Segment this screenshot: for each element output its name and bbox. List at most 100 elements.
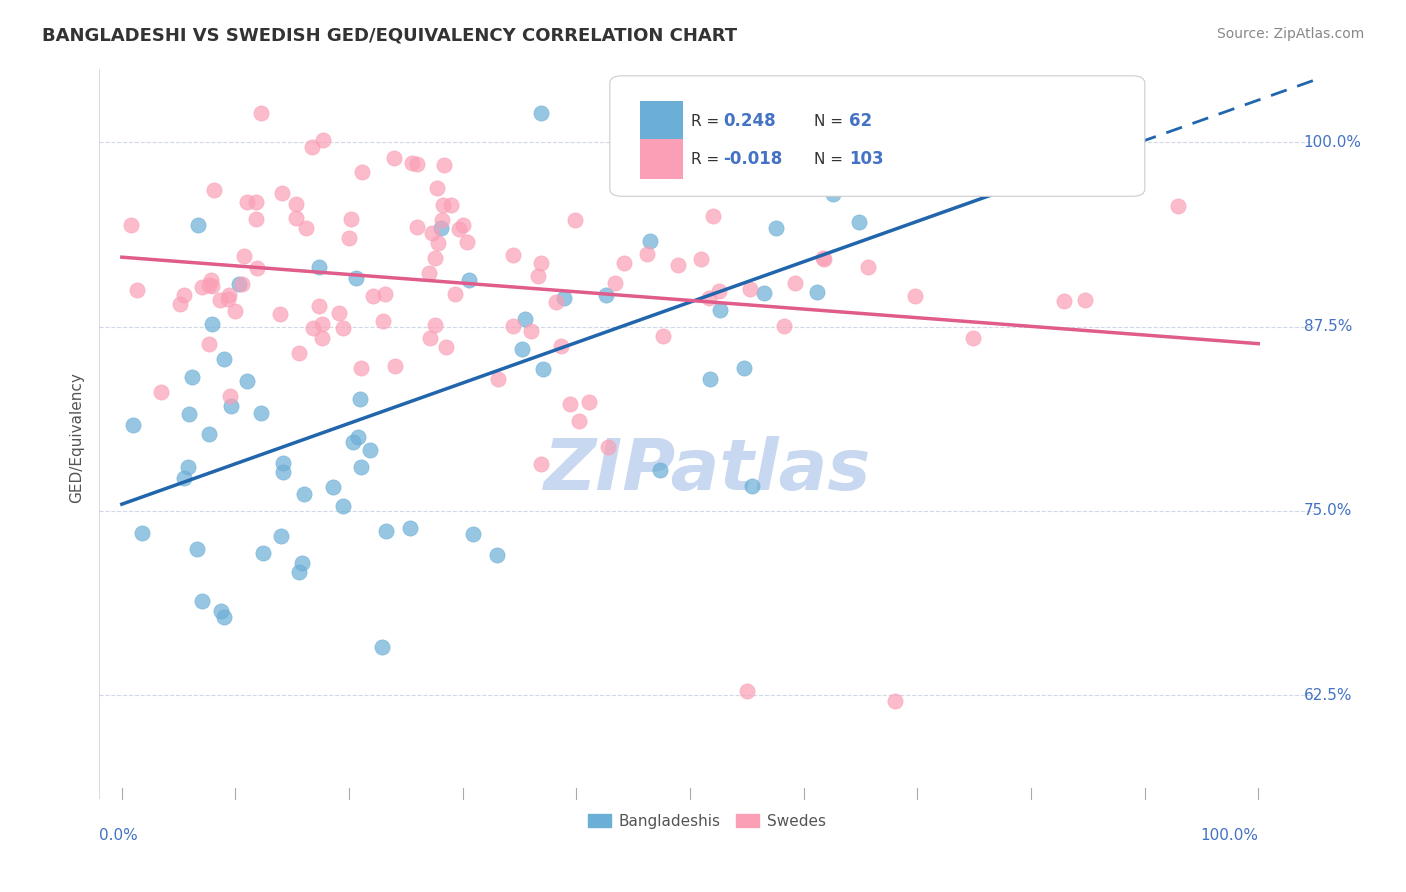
Point [418,266,440,280]
Point [271,465,294,479]
Point [359,443,381,458]
Point [398,521,420,535]
Point [173,471,195,485]
Point [568,414,591,428]
Point [292,487,315,501]
Point [752,285,775,300]
Point [374,287,396,301]
Point [638,234,661,248]
Point [224,304,246,318]
Point [131,525,153,540]
Point [252,546,274,560]
Point [201,317,224,331]
Point [530,105,553,120]
Point [384,359,406,374]
Text: R =: R = [692,113,720,128]
Point [127,283,149,297]
Point [564,212,586,227]
Text: 87.5%: 87.5% [1303,319,1353,334]
Point [228,277,250,291]
Point [844,176,866,190]
Point [486,371,509,385]
Point [451,218,474,232]
Point [794,166,817,180]
Point [502,248,524,262]
Point [197,426,219,441]
Point [212,351,235,366]
Point [697,291,720,305]
Point [457,273,479,287]
Point [312,133,335,147]
Text: R =: R = [692,152,720,167]
Point [271,186,294,201]
Point [699,372,721,386]
Point [308,299,330,313]
Point [423,318,446,333]
Text: -0.018: -0.018 [723,150,782,168]
Text: ZIPatlas: ZIPatlas [543,435,870,505]
Point [287,565,309,579]
Text: 62.5%: 62.5% [1303,688,1353,703]
FancyBboxPatch shape [640,139,683,179]
Point [198,336,221,351]
Point [856,260,879,274]
Point [419,331,441,345]
Point [651,329,673,343]
Point [461,527,484,541]
Point [217,292,239,306]
Point [302,320,325,334]
Point [197,277,219,292]
Point [1074,293,1097,308]
Point [246,261,269,276]
Point [785,277,807,291]
Point [735,684,758,698]
Point [250,105,273,120]
Point [434,340,457,354]
Point [765,221,787,235]
Point [603,276,626,290]
Point [813,252,835,266]
Point [848,215,870,229]
Point [308,260,330,274]
Point [406,220,429,235]
Point [420,227,443,241]
Point [245,194,267,209]
Point [883,694,905,708]
Point [648,462,671,476]
Point [578,394,600,409]
Point [332,499,354,513]
Point [502,318,524,333]
Point [301,140,323,154]
Point [219,399,242,413]
Point [486,548,509,562]
Point [349,392,371,407]
Point [208,293,231,308]
Point [311,331,333,345]
Text: GED/Equivalency: GED/Equivalency [69,372,84,503]
Point [530,457,553,471]
Point [311,317,333,331]
Point [1166,199,1188,213]
Point [350,361,373,376]
Text: 0.0%: 0.0% [98,828,138,843]
Point [218,287,240,301]
Point [531,362,554,376]
Point [233,249,256,263]
Point [425,181,447,195]
Point [443,287,465,301]
Point [150,384,173,399]
Point [406,157,429,171]
Point [350,460,373,475]
Point [177,459,200,474]
Point [432,198,454,212]
Point [295,221,318,235]
Point [285,197,308,211]
Point [636,247,658,261]
Point [291,556,314,570]
Point [596,440,619,454]
Point [169,296,191,310]
Point [447,222,470,236]
Point [427,236,450,251]
Point [340,211,363,226]
Point [423,252,446,266]
